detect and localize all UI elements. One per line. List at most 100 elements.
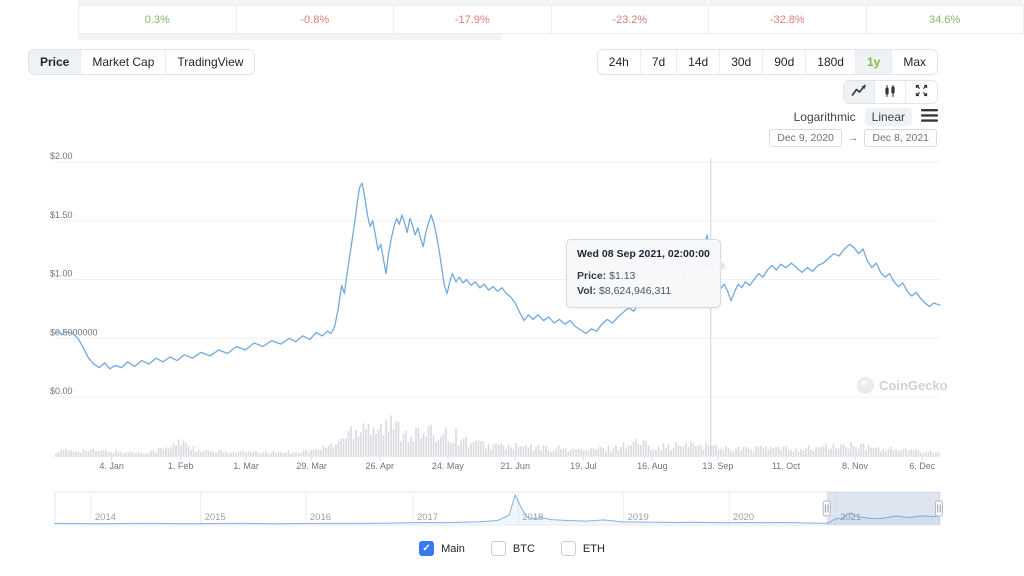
perf-cell--17-9-: -17.9% (394, 6, 552, 33)
time-range-tabs: 24h 7d 14d 30d 90d 180d 1y Max (596, 49, 938, 75)
header-strip-cell (393, 0, 552, 5)
watermark-text: CoinGecko (879, 378, 948, 393)
perf-cell-0-3-: 0.3% (78, 6, 237, 33)
x-axis-label: 1. Feb (168, 461, 194, 471)
view-tab-price[interactable]: Price (29, 50, 82, 74)
legend-label: Main (441, 542, 465, 555)
navigator-year-label: 2016 (310, 512, 331, 523)
navigator-line (54, 493, 941, 525)
series-legend: ✓ Main BTC ETH (0, 541, 1024, 556)
chart-view-tabs: Price Market Cap TradingView (28, 49, 256, 75)
tooltip-vol-label: Vol: (577, 285, 597, 297)
checkbox-unchecked-icon[interactable] (490, 541, 506, 556)
x-axis-label: 16. Aug (637, 461, 668, 471)
checkbox-unchecked-icon[interactable] (560, 541, 576, 556)
tooltip-vol-value: $8,624,946,311 (598, 285, 672, 297)
navigator-selection[interactable] (826, 492, 940, 525)
legend-label: ETH (582, 542, 605, 555)
range-tab-14d[interactable]: 14d (677, 50, 721, 74)
performance-table-row: 0.3% -0.8% -17.9% -23.2% -32.8% 34.6% (78, 5, 1024, 34)
legend-item-btc[interactable]: BTC (490, 541, 535, 556)
percent-value: 34.6% (929, 13, 961, 26)
date-range-row: Dec 9, 2020 → Dec 8, 2021 (769, 129, 937, 147)
checkbox-checked-icon[interactable]: ✓ (419, 541, 435, 556)
percent-value: -23.2% (612, 13, 648, 26)
tooltip-price-value: $1.13 (609, 270, 636, 282)
tooltip-date: Wed 08 Sep 2021, 02:00:00 (577, 248, 710, 260)
x-axis-label: 6. Dec (909, 461, 936, 471)
fullscreen-button[interactable] (906, 81, 937, 103)
performance-table-header-strip (78, 0, 1024, 5)
navigator-year-label: 2015 (205, 512, 226, 523)
x-axis-label: 29. Mar (296, 461, 327, 471)
x-axis-label: 13. Sep (702, 461, 733, 471)
x-axis-label: 19. Jul (570, 461, 597, 471)
coingecko-logo-icon (857, 377, 874, 394)
header-strip-cell (78, 0, 236, 5)
scale-toggle-row: Logarithmic Linear (794, 108, 938, 126)
x-axis-label: 8. Nov (842, 461, 869, 471)
range-tab-max[interactable]: Max (892, 50, 937, 74)
chart-tooltip: Wed 08 Sep 2021, 02:00:00 Price: $1.13 V… (566, 239, 726, 308)
date-from-input[interactable]: Dec 9, 2020 (769, 129, 842, 147)
navigator-year-label: 2017 (417, 512, 438, 523)
fullscreen-icon (915, 84, 928, 100)
navigator-year-label: 2021 (840, 512, 861, 523)
logarithmic-toggle[interactable]: Logarithmic (793, 110, 856, 124)
perf-cell--23-2-: -23.2% (552, 6, 709, 33)
candlestick-icon (883, 84, 897, 101)
range-tab-24h[interactable]: 24h (598, 50, 641, 74)
percent-value: 0.3% (144, 13, 170, 26)
tooltip-price-label: Price: (577, 270, 607, 282)
percent-value: -0.8% (300, 13, 330, 26)
range-tab-90d[interactable]: 90d (763, 50, 807, 74)
navigator-year-label: 2014 (95, 512, 116, 523)
view-tab-tradingview[interactable]: TradingView (166, 50, 254, 74)
chart-type-buttons (843, 80, 938, 104)
y-axis-label: $1.50 (50, 210, 73, 220)
x-axis-label: 4. Jan (99, 461, 124, 471)
tooltip-pointer (719, 260, 726, 272)
navigator-year-label: 2019 (628, 512, 649, 523)
perf-cell--0-8-: -0.8% (237, 6, 394, 33)
x-axis-label: 1. Mar (233, 461, 259, 471)
line-chart-button[interactable] (844, 81, 875, 103)
linear-toggle[interactable]: Linear (864, 108, 912, 126)
chart-navigator[interactable]: 2014 2015 2016 2017 2018 2019 2020 2021 (0, 487, 1024, 535)
y-axis-label: $1.00 (50, 269, 73, 279)
performance-table-next-row-partial (78, 34, 502, 40)
header-strip-cell (708, 0, 867, 5)
price-chart[interactable]: $2.00 $1.50 $1.00 $0.5000000 $0.00 4. Jan 1. F… (0, 150, 1024, 482)
navigator-area-fill (55, 495, 940, 524)
range-tab-1y[interactable]: 1y (855, 50, 893, 74)
price-line-series (54, 182, 941, 370)
navigator-year-label: 2020 (733, 512, 754, 523)
range-tab-30d[interactable]: 30d (720, 50, 764, 74)
range-tab-7d[interactable]: 7d (641, 50, 678, 74)
volume-bars (55, 415, 940, 456)
perf-cell--32-8-: -32.8% (709, 6, 867, 33)
header-strip-cell (235, 0, 394, 5)
date-range-arrow: → (847, 132, 859, 144)
x-axis-label: 24. May (432, 461, 465, 471)
x-axis-label: 11. Oct (772, 461, 801, 471)
perf-cell-34-6-: 34.6% (867, 6, 1024, 33)
percent-value: -17.9% (454, 13, 490, 26)
navigator-handle-left[interactable] (822, 500, 831, 517)
x-axis-label: 21. Jun (500, 461, 530, 471)
header-strip-cell (551, 0, 709, 5)
view-tab-market-cap[interactable]: Market Cap (81, 50, 167, 74)
percent-value: -32.8% (769, 13, 805, 26)
range-tab-180d[interactable]: 180d (806, 50, 856, 74)
navigator-year-label: 2018 (522, 512, 543, 523)
legend-item-eth[interactable]: ETH (560, 541, 605, 556)
y-axis-label: $2.00 (50, 151, 73, 161)
chart-menu-button[interactable] (921, 109, 938, 125)
candlestick-chart-button[interactable] (875, 81, 906, 103)
hamburger-icon (921, 109, 938, 125)
date-to-input[interactable]: Dec 8, 2021 (864, 129, 937, 147)
y-axis-label: $0.00 (50, 386, 73, 396)
navigator-handle-right[interactable] (935, 500, 943, 517)
legend-item-main[interactable]: ✓ Main (419, 541, 465, 556)
x-axis-label: 26. Apr (366, 461, 395, 471)
